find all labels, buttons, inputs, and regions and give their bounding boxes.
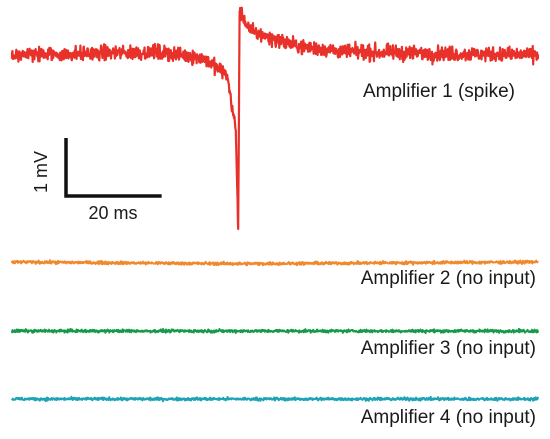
trace-label-amplifier-2: Amplifier 2 (no input)	[361, 268, 536, 289]
trace-label-amplifier-3: Amplifier 3 (no input)	[361, 338, 536, 359]
trace-label-amplifier-1: Amplifier 1 (spike)	[363, 81, 515, 102]
trace-label-amplifier-4: Amplifier 4 (no input)	[361, 407, 536, 428]
trace-amplifier-4	[11, 395, 539, 403]
trace-amplifier-3	[11, 327, 539, 335]
scale-bar-voltage-label: 1 mV	[31, 151, 51, 193]
trace-amplifier-1	[10, 6, 540, 231]
trace-amplifier-2	[11, 259, 539, 267]
trace-group	[10, 6, 540, 403]
scale-bar: 1 mV 20 ms	[31, 138, 162, 223]
scale-bar-lines	[64, 138, 162, 198]
trace-labels: Amplifier 1 (spike) Amplifier 2 (no input…	[361, 81, 536, 428]
scale-bar-time-label: 20 ms	[88, 203, 137, 223]
